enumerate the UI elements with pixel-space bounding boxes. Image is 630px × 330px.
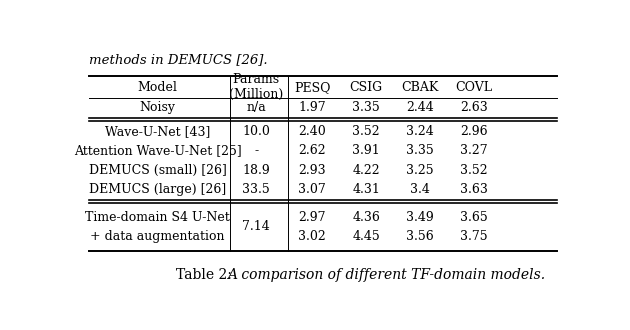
Text: 2.97: 2.97: [299, 211, 326, 224]
Text: Model: Model: [138, 81, 178, 94]
Text: 2.40: 2.40: [299, 125, 326, 138]
Text: 3.02: 3.02: [299, 230, 326, 243]
Text: Table 2: A comparison of different TF-domain models.: Table 2: A comparison of different TF-do…: [134, 268, 512, 281]
Text: 4.22: 4.22: [352, 164, 380, 177]
Text: 2.62: 2.62: [299, 144, 326, 157]
Text: 3.35: 3.35: [352, 101, 380, 115]
Text: COVL: COVL: [455, 81, 493, 94]
Text: 3.52: 3.52: [461, 164, 488, 177]
Text: 3.56: 3.56: [406, 230, 434, 243]
Text: 4.36: 4.36: [352, 211, 380, 224]
Text: 2.93: 2.93: [299, 164, 326, 177]
Text: 3.24: 3.24: [406, 125, 434, 138]
Text: 7.14: 7.14: [242, 220, 270, 233]
Text: -: -: [254, 144, 258, 157]
Text: 3.75: 3.75: [461, 230, 488, 243]
Text: 3.63: 3.63: [460, 183, 488, 196]
Text: 3.07: 3.07: [299, 183, 326, 196]
Text: 4.45: 4.45: [352, 230, 380, 243]
Text: 3.91: 3.91: [352, 144, 380, 157]
Text: 3.49: 3.49: [406, 211, 434, 224]
Text: CBAK: CBAK: [401, 81, 439, 94]
Text: 18.9: 18.9: [242, 164, 270, 177]
Text: PESQ: PESQ: [294, 81, 331, 94]
Text: 4.31: 4.31: [352, 183, 380, 196]
Text: Wave-U-Net [43]: Wave-U-Net [43]: [105, 125, 210, 138]
Text: Attention Wave-U-Net [25]: Attention Wave-U-Net [25]: [74, 144, 241, 157]
Text: 10.0: 10.0: [242, 125, 270, 138]
Text: 3.52: 3.52: [352, 125, 380, 138]
Text: 3.35: 3.35: [406, 144, 434, 157]
Text: 1.97: 1.97: [299, 101, 326, 115]
Text: methods in DEMUCS [26].: methods in DEMUCS [26].: [88, 53, 267, 67]
Text: Params
(Million): Params (Million): [229, 73, 284, 101]
Text: Table 2:: Table 2:: [176, 268, 236, 281]
Text: 2.44: 2.44: [406, 101, 434, 115]
Text: 3.25: 3.25: [406, 164, 434, 177]
Text: A comparison of different TF-domain models.: A comparison of different TF-domain mode…: [227, 268, 545, 281]
Text: 33.5: 33.5: [242, 183, 270, 196]
Text: Noisy: Noisy: [140, 101, 176, 115]
Text: 3.65: 3.65: [460, 211, 488, 224]
Text: DEMUCS (small) [26]: DEMUCS (small) [26]: [89, 164, 227, 177]
Text: 2.63: 2.63: [460, 101, 488, 115]
Text: CSIG: CSIG: [350, 81, 383, 94]
Text: 3.27: 3.27: [461, 144, 488, 157]
Text: n/a: n/a: [246, 101, 266, 115]
Text: DEMUCS (large) [26]: DEMUCS (large) [26]: [89, 183, 226, 196]
Text: 2.96: 2.96: [461, 125, 488, 138]
Text: + data augmentation: + data augmentation: [90, 230, 225, 243]
Text: Time-domain S4 U-Net: Time-domain S4 U-Net: [85, 211, 230, 224]
Text: 3.4: 3.4: [410, 183, 430, 196]
